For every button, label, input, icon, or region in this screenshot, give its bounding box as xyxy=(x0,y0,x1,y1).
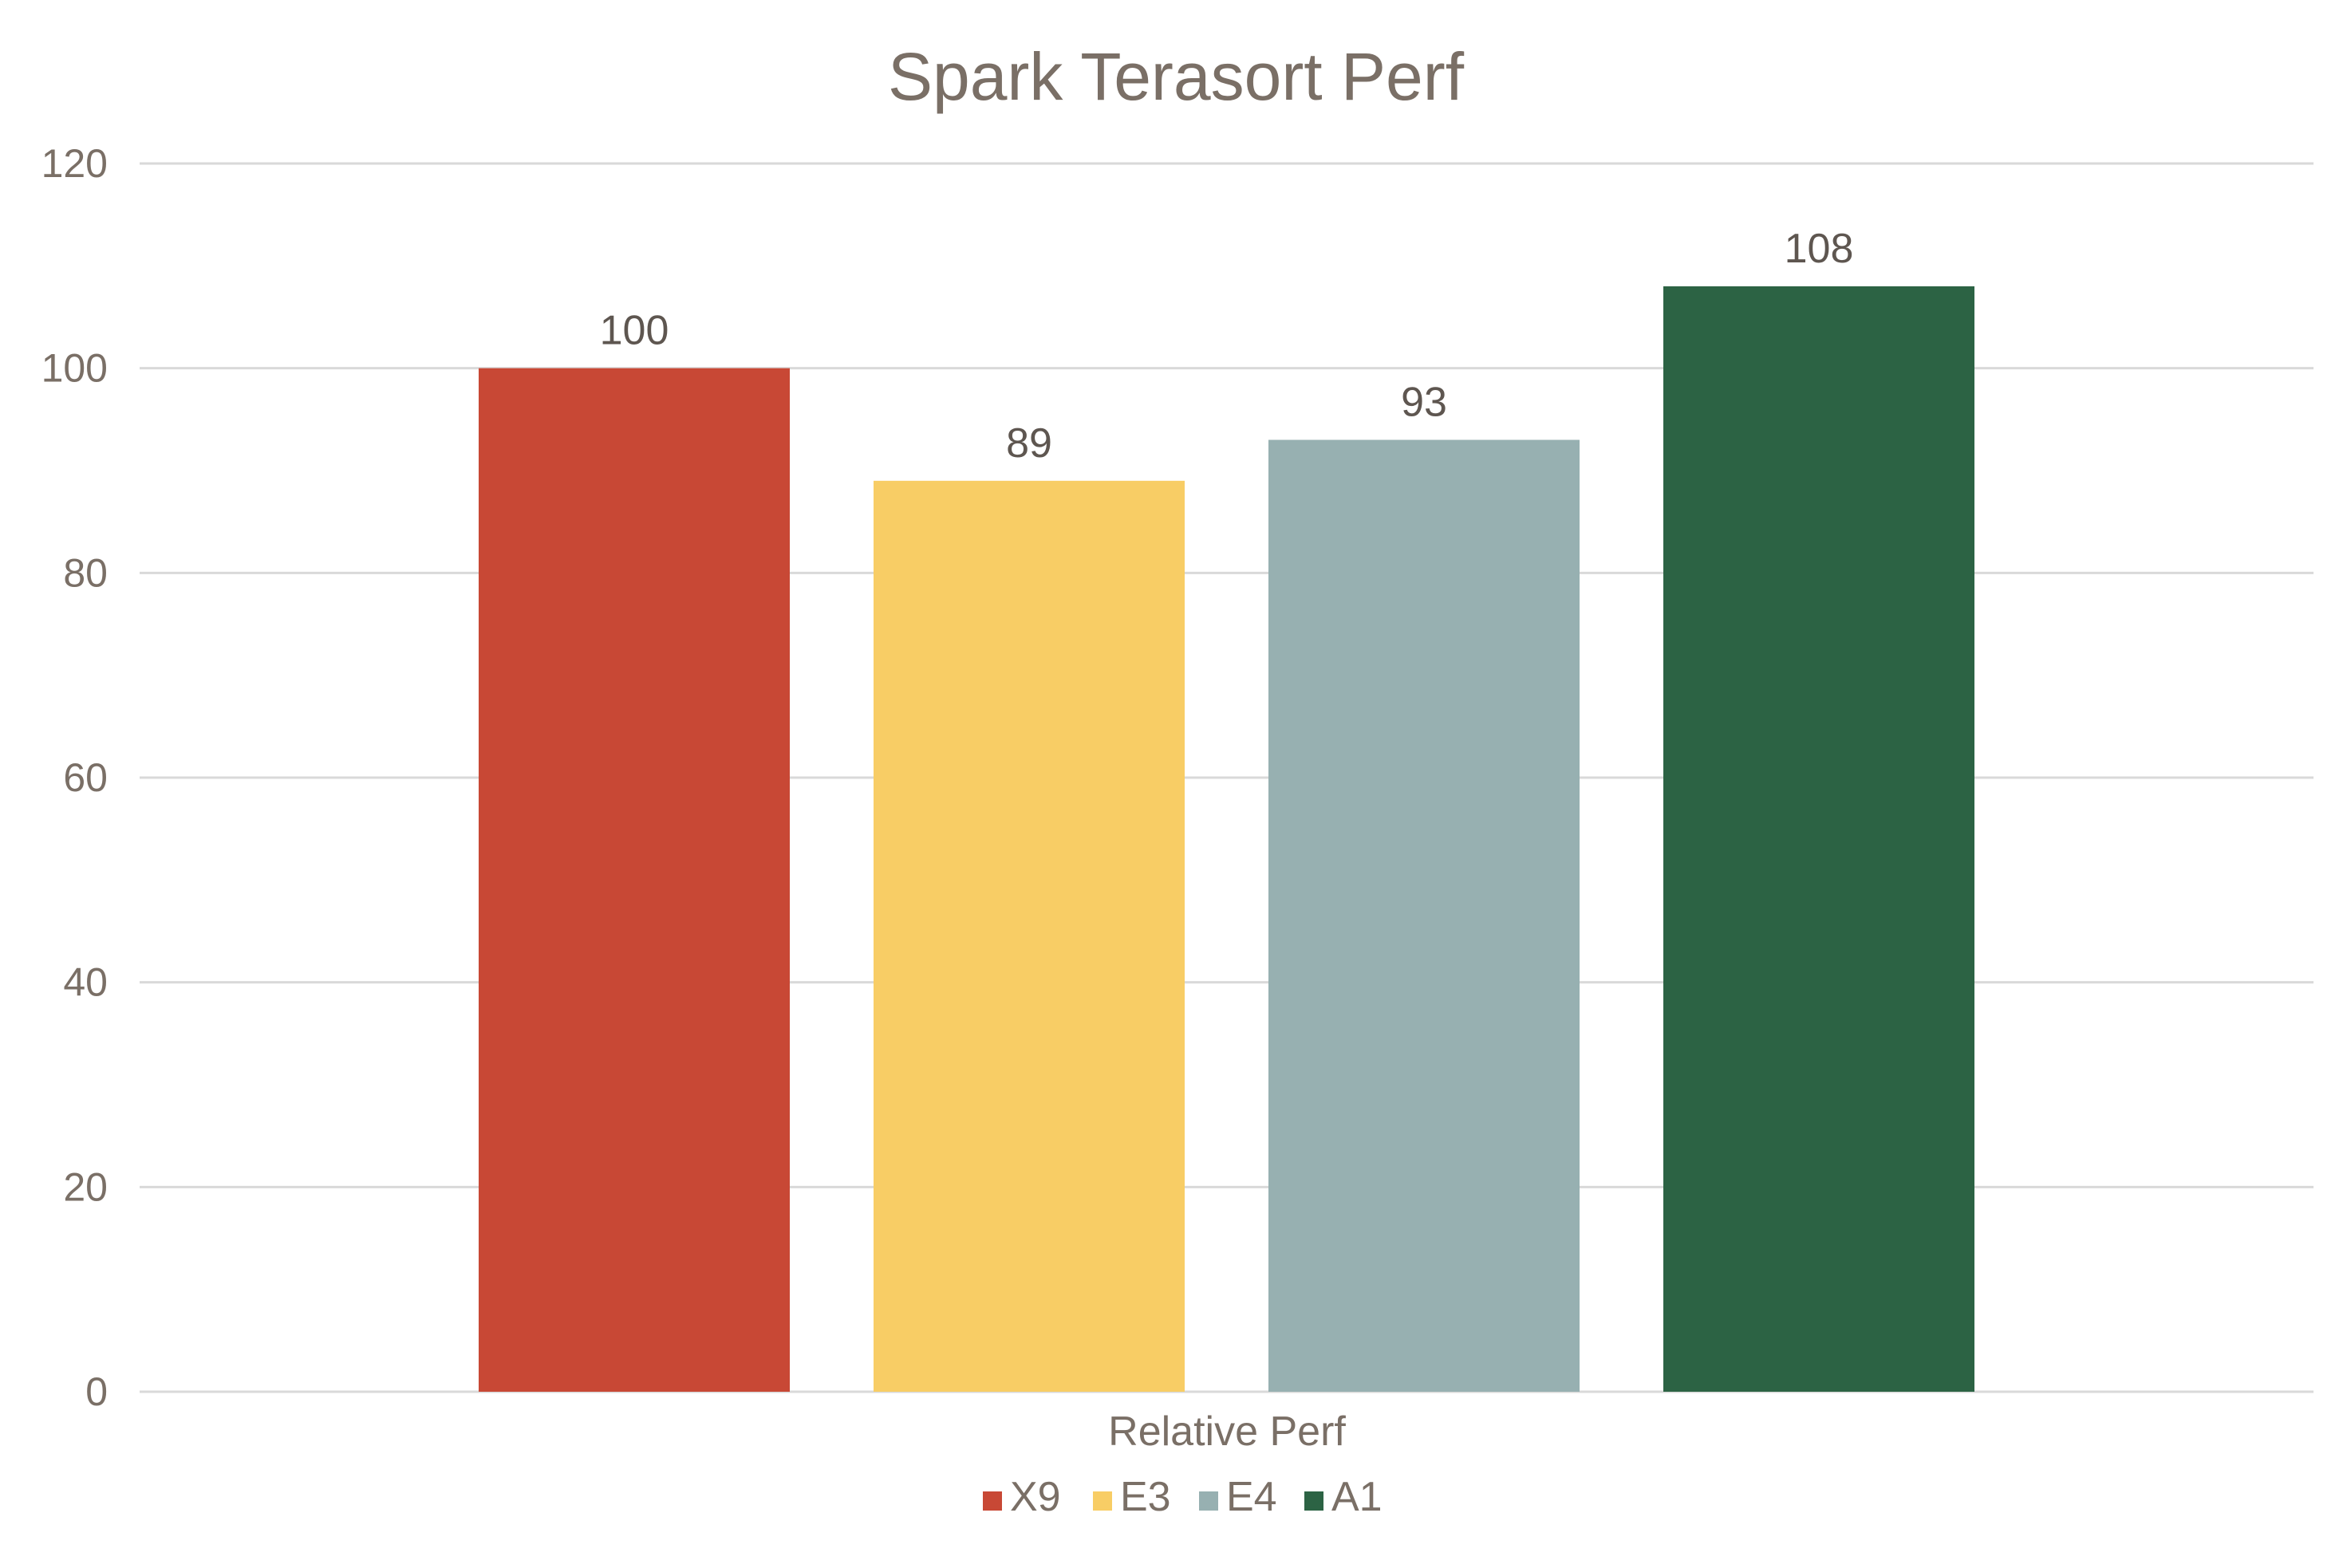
gridlines xyxy=(140,162,2314,1393)
bar-a1 xyxy=(1663,286,1974,1392)
x-axis-label: Relative Perf xyxy=(1108,1408,1346,1455)
y-tick-label: 100 xyxy=(41,346,108,391)
legend-swatch-a1 xyxy=(1304,1491,1323,1511)
y-tick-label: 80 xyxy=(63,550,108,595)
y-tick-label: 60 xyxy=(63,755,108,800)
bar-x9 xyxy=(479,368,790,1393)
legend-swatch-x9 xyxy=(983,1491,1002,1511)
bars xyxy=(479,286,1974,1393)
y-tick-label: 20 xyxy=(63,1164,108,1209)
legend-label-a1: A1 xyxy=(1331,1474,1383,1520)
legend-label-x9: X9 xyxy=(1010,1474,1061,1520)
data-label-a1: 108 xyxy=(1785,226,1854,272)
y-tick-label: 120 xyxy=(41,141,108,186)
y-tick-label: 0 xyxy=(85,1369,108,1414)
chart-title: Spark Terasort Perf xyxy=(888,39,1465,114)
data-label-x9: 100 xyxy=(600,308,669,354)
legend-swatch-e3 xyxy=(1093,1491,1112,1511)
data-label-e4: 93 xyxy=(1401,380,1447,426)
legend-label-e3: E3 xyxy=(1120,1474,1171,1520)
y-tick-label: 40 xyxy=(63,960,108,1005)
bar-e4 xyxy=(1268,439,1580,1392)
data-labels: 100 89 93 108 xyxy=(600,226,1854,467)
data-label-e3: 89 xyxy=(1006,420,1052,467)
legend-label-e4: E4 xyxy=(1226,1474,1277,1520)
y-axis-tick-labels: 0 20 40 60 80 100 120 xyxy=(41,141,108,1414)
bar-e3 xyxy=(874,480,1185,1393)
legend: X9 E3 E4 A1 xyxy=(983,1474,1383,1520)
legend-swatch-e4 xyxy=(1199,1491,1218,1511)
